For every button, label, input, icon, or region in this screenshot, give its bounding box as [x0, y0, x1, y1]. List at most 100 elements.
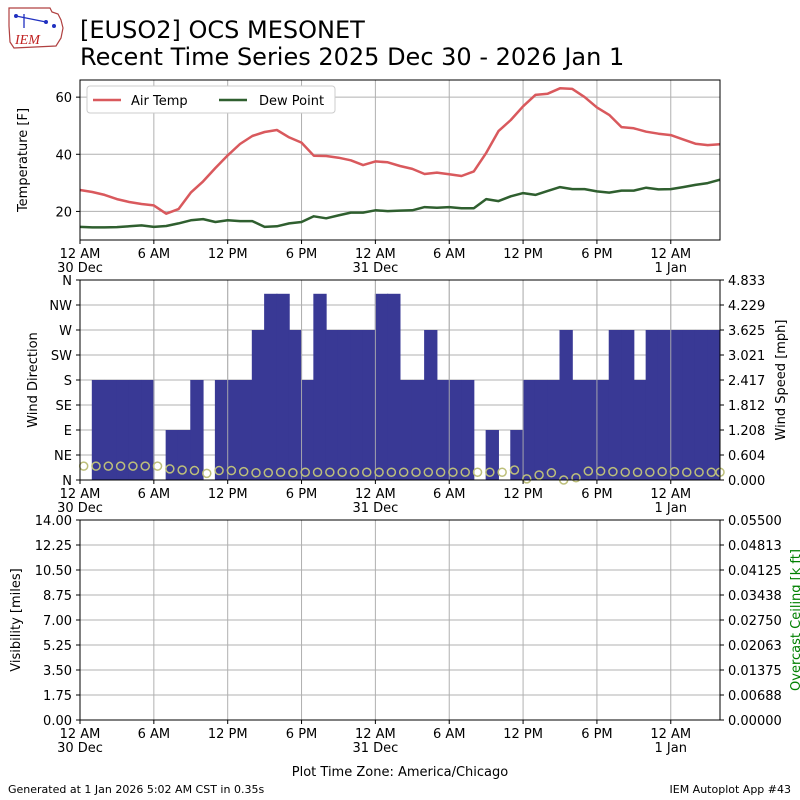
wind-speed-bar	[227, 379, 241, 480]
wind-speed-bar	[313, 293, 327, 480]
speed-tick-label: 4.833	[728, 274, 765, 289]
wind-direction-points	[78, 461, 725, 485]
wind-direction-point	[571, 473, 581, 483]
wind-speed-bar	[116, 379, 130, 480]
wind-direction-point	[374, 467, 384, 477]
ceiling-ylabel: Overcast Ceiling [k ft]	[789, 549, 800, 691]
wind-direction-point	[362, 467, 372, 477]
wind-speed-bar	[362, 329, 376, 480]
wind-speed-bar	[350, 329, 364, 480]
wind-direction-point	[522, 474, 532, 484]
wind-direction-point	[435, 467, 446, 477]
wind-speed-bar	[461, 379, 475, 480]
x-tick-date-label: 1 Jan	[655, 741, 687, 756]
wind-speed-bar	[448, 379, 463, 480]
wind-direction-point	[694, 467, 704, 477]
wind-speed-bar	[682, 329, 696, 480]
ceiling-tick-label: 0.01375	[728, 664, 782, 679]
x-tick-label: 6 PM	[286, 247, 317, 262]
y-tick-label: 40	[55, 148, 72, 163]
x-tick-label: 6 PM	[581, 727, 612, 742]
x-tick-label: 6 AM	[138, 487, 171, 502]
wind-speed-bar	[177, 430, 192, 480]
x-tick-label: 6 AM	[433, 247, 466, 262]
visibility-tick-label: 12.25	[35, 539, 72, 554]
visibility-ylabel: Visibility [miles]	[9, 568, 24, 671]
wind-speed-bar	[141, 379, 155, 480]
wind-speed-bar	[91, 379, 106, 480]
wind-speed-bar	[559, 329, 573, 480]
wind-speed-bar	[104, 379, 118, 480]
wind-direction-point	[509, 465, 520, 475]
speed-tick-label: 4.229	[728, 299, 765, 314]
wind-speed-bar	[214, 379, 229, 480]
wind-direction-point	[312, 467, 323, 477]
wind-direction-point	[386, 467, 397, 477]
wind-speed-bar	[621, 329, 635, 480]
visibility-tick-label: 14.00	[35, 514, 72, 529]
chart-title: [EUSO2] OCS MESONET	[80, 16, 365, 44]
logo-dot-icon	[14, 14, 18, 18]
wind-direction-point	[632, 467, 643, 477]
temperature-series	[79, 87, 721, 229]
x-tick-label: 6 AM	[433, 727, 466, 742]
wind-direction-point	[448, 467, 458, 477]
wind-speed-bar	[128, 379, 143, 480]
wind-speed-bar	[707, 329, 721, 480]
app-footer: IEM Autoplot App #43	[669, 783, 792, 796]
x-tick-date-label: 30 Dec	[57, 501, 103, 516]
x-tick-date-label: 1 Jan	[655, 261, 687, 276]
visibility-tick-label: 0.00	[43, 714, 72, 729]
legend-box	[86, 85, 336, 114]
x-tick-date-label: 31 Dec	[352, 261, 398, 276]
visibility-tick-label: 3.50	[43, 664, 72, 679]
x-tick-label: 12 AM	[60, 247, 101, 262]
direction-tick-label: NW	[49, 299, 72, 314]
wind-speed-bar	[670, 329, 684, 480]
wind-direction-point	[682, 467, 692, 477]
wind-direction-point	[546, 468, 557, 478]
visibility-grid	[79, 519, 720, 721]
x-tick-label: 6 AM	[138, 727, 171, 742]
wind-direction-point	[238, 466, 249, 477]
y-tick-label: 60	[55, 91, 72, 106]
wind-direction-point	[620, 467, 630, 477]
visibility-tick-label: 1.75	[43, 689, 72, 704]
wind-speed-bar	[436, 379, 450, 480]
x-tick-label: 6 AM	[138, 247, 171, 262]
wind-direction-point	[349, 467, 360, 477]
logo-dot-icon	[44, 20, 48, 24]
direction-tick-label: SW	[51, 349, 72, 364]
wind-direction-point	[226, 465, 237, 476]
wind-speed-bar	[424, 329, 438, 480]
x-tick-date-label: 1 Jan	[655, 501, 687, 516]
ceiling-tick-label: 0.00000	[728, 714, 782, 729]
wind-speed-bar	[547, 379, 561, 480]
wind-direction-point	[472, 467, 483, 477]
speed-tick-label: 3.625	[728, 324, 765, 339]
x-tick-label: 12 AM	[650, 247, 691, 262]
ceiling-tick-label: 0.03438	[728, 589, 782, 604]
wind-direction-point	[608, 466, 618, 477]
speed-tick-label: 0.604	[728, 449, 765, 464]
wind-speed-bar	[534, 379, 549, 480]
wind-direction-point	[103, 461, 114, 471]
wind-speed-bar	[584, 379, 598, 480]
x-tick-date-label: 30 Dec	[57, 261, 103, 276]
speed-tick-label: 1.208	[728, 424, 765, 439]
direction-tick-label: W	[59, 324, 72, 339]
timezone-label: Plot Time Zone: America/Chicago	[292, 765, 508, 780]
x-tick-label: 6 PM	[286, 727, 317, 742]
x-tick-label: 12 PM	[208, 247, 248, 262]
visibility-tick-label: 7.00	[43, 614, 72, 629]
wind-direction-point	[140, 461, 150, 471]
direction-tick-label: N	[62, 474, 72, 489]
wind-direction-point	[152, 461, 163, 471]
iowa-outline-icon	[8, 7, 64, 49]
x-tick-label: 12 AM	[60, 727, 101, 742]
wind-speed-bar	[239, 379, 253, 480]
wind-speed-bar	[288, 329, 303, 480]
wind-direction-point	[189, 465, 200, 476]
